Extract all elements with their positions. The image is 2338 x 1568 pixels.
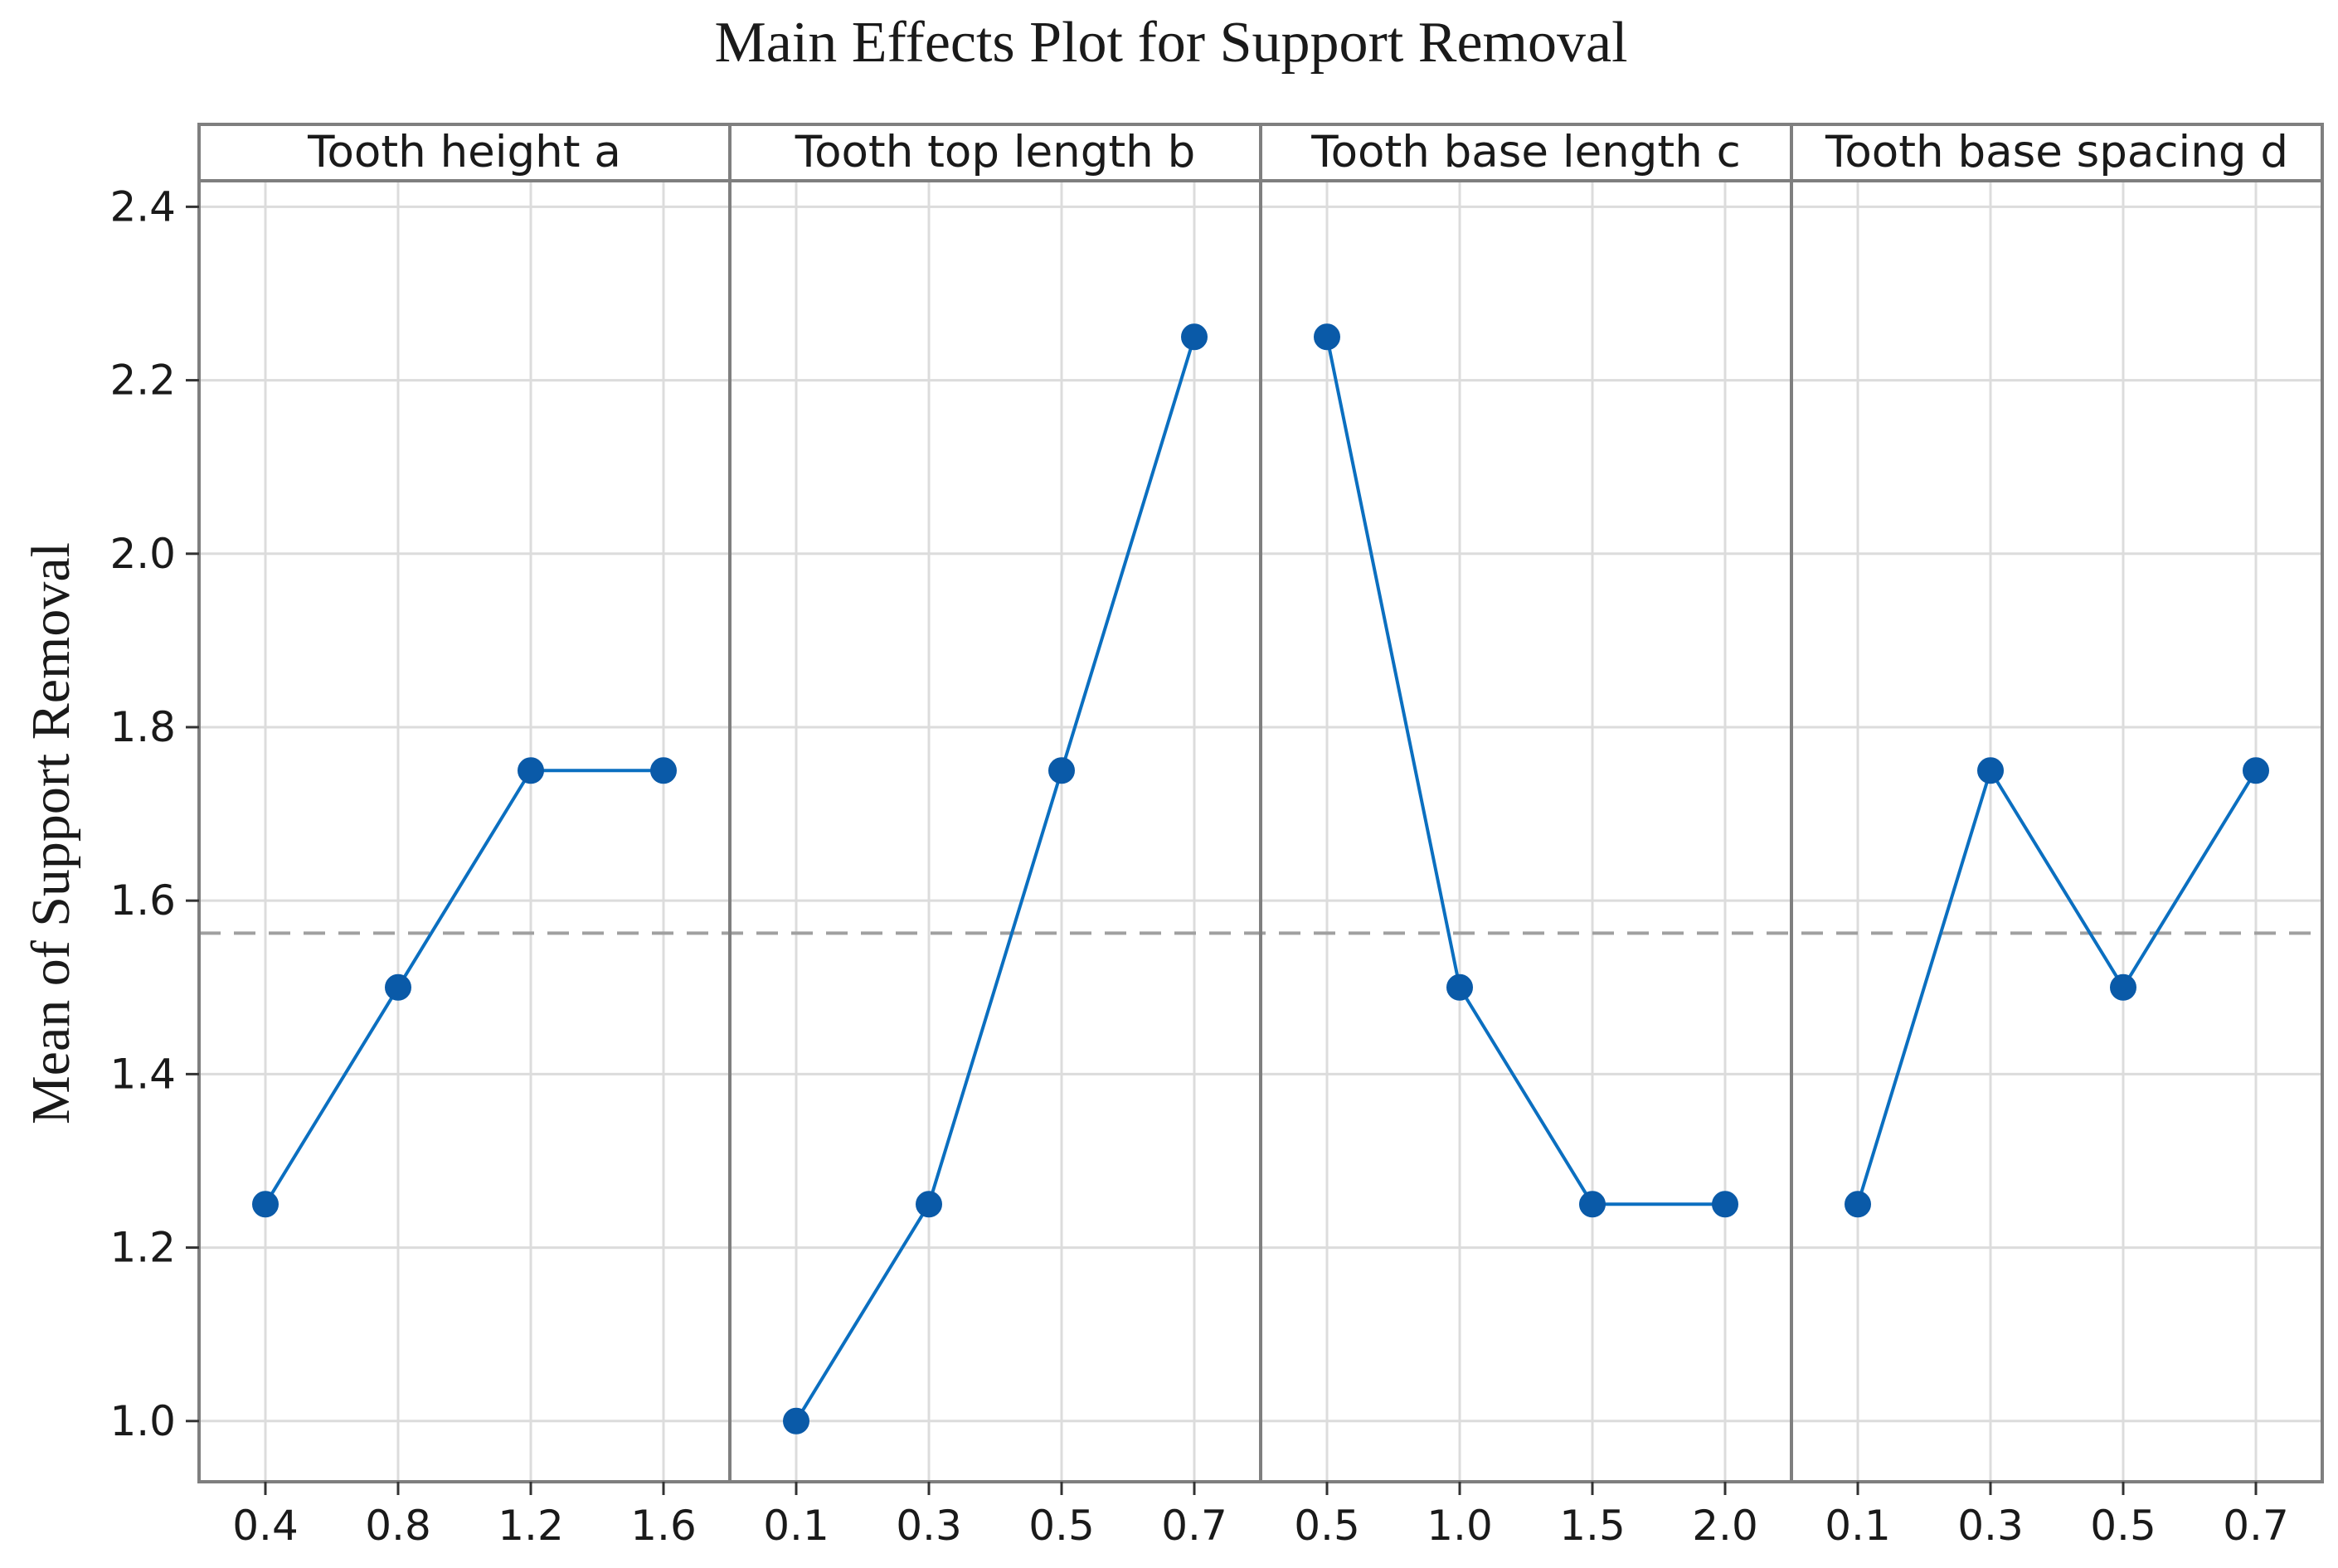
y-tick-label: 1.8 xyxy=(109,703,176,751)
series-line xyxy=(264,769,663,1206)
data-point xyxy=(1712,1191,1738,1218)
data-point xyxy=(916,1191,942,1218)
y-tick-label: 1.4 xyxy=(109,1050,176,1098)
data-point xyxy=(1048,757,1075,784)
data-point xyxy=(385,973,411,1001)
series-line xyxy=(795,336,1196,1422)
data-point xyxy=(1446,973,1473,1001)
y-tick-label: 1.6 xyxy=(109,876,176,925)
x-tick-label: 0.7 xyxy=(1161,1502,1227,1550)
x-tick-label: 0.7 xyxy=(2223,1502,2289,1550)
series-line xyxy=(1325,336,1725,1206)
x-tick-label: 1.2 xyxy=(498,1502,564,1550)
x-tick-label: 1.6 xyxy=(630,1502,697,1550)
x-tick-label: 0.1 xyxy=(763,1502,829,1550)
x-tick-label: 0.5 xyxy=(2090,1502,2156,1550)
x-tick-label: 1.0 xyxy=(1427,1502,1493,1550)
x-tick-label: 0.1 xyxy=(1825,1502,1891,1550)
x-tick-label: 0.5 xyxy=(1028,1502,1095,1550)
y-tick-label: 2.4 xyxy=(109,182,176,231)
y-axis-label: Mean of Support Removal xyxy=(21,542,81,1124)
x-tick-label: 0.8 xyxy=(365,1502,431,1550)
data-point xyxy=(1977,757,2004,784)
y-tick-label: 2.0 xyxy=(109,530,176,578)
data-point xyxy=(518,757,544,784)
data-point xyxy=(1181,323,1208,351)
chart-title: Main Effects Plot for Support Removal xyxy=(714,11,1627,75)
y-tick-label: 2.2 xyxy=(109,357,176,405)
series-line xyxy=(1856,766,2258,1205)
data-point xyxy=(1845,1191,1871,1218)
data-point xyxy=(2110,973,2136,1001)
y-tick-label: 1.0 xyxy=(109,1397,176,1445)
data-point xyxy=(1579,1191,1606,1218)
data-point xyxy=(1314,323,1340,351)
x-tick-label: 1.5 xyxy=(1559,1502,1626,1550)
x-tick-label: 0.4 xyxy=(232,1502,299,1550)
plot-area: 1.0 1.2 1.4 1.6 1.8 2.0 2.2 2.4 Tooth height a 0.… xyxy=(109,123,2324,1550)
panel-strip-label: Tooth base length c xyxy=(1310,127,1741,177)
x-tick-label: 0.3 xyxy=(896,1502,962,1550)
panel-strip-label: Tooth top length b xyxy=(795,127,1196,177)
data-point xyxy=(252,1191,279,1218)
y-tick-label: 1.2 xyxy=(109,1224,176,1272)
data-point xyxy=(650,757,677,784)
x-tick-label: 2.0 xyxy=(1692,1502,1758,1550)
x-tick-label: 0.3 xyxy=(1957,1502,2024,1550)
panel-strip-label: Tooth base spacing d xyxy=(1825,127,2288,177)
data-point xyxy=(783,1407,809,1435)
panel-strip-label: Tooth height a xyxy=(307,127,621,177)
data-point xyxy=(2243,757,2269,784)
x-tick-label: 0.5 xyxy=(1294,1502,1360,1550)
